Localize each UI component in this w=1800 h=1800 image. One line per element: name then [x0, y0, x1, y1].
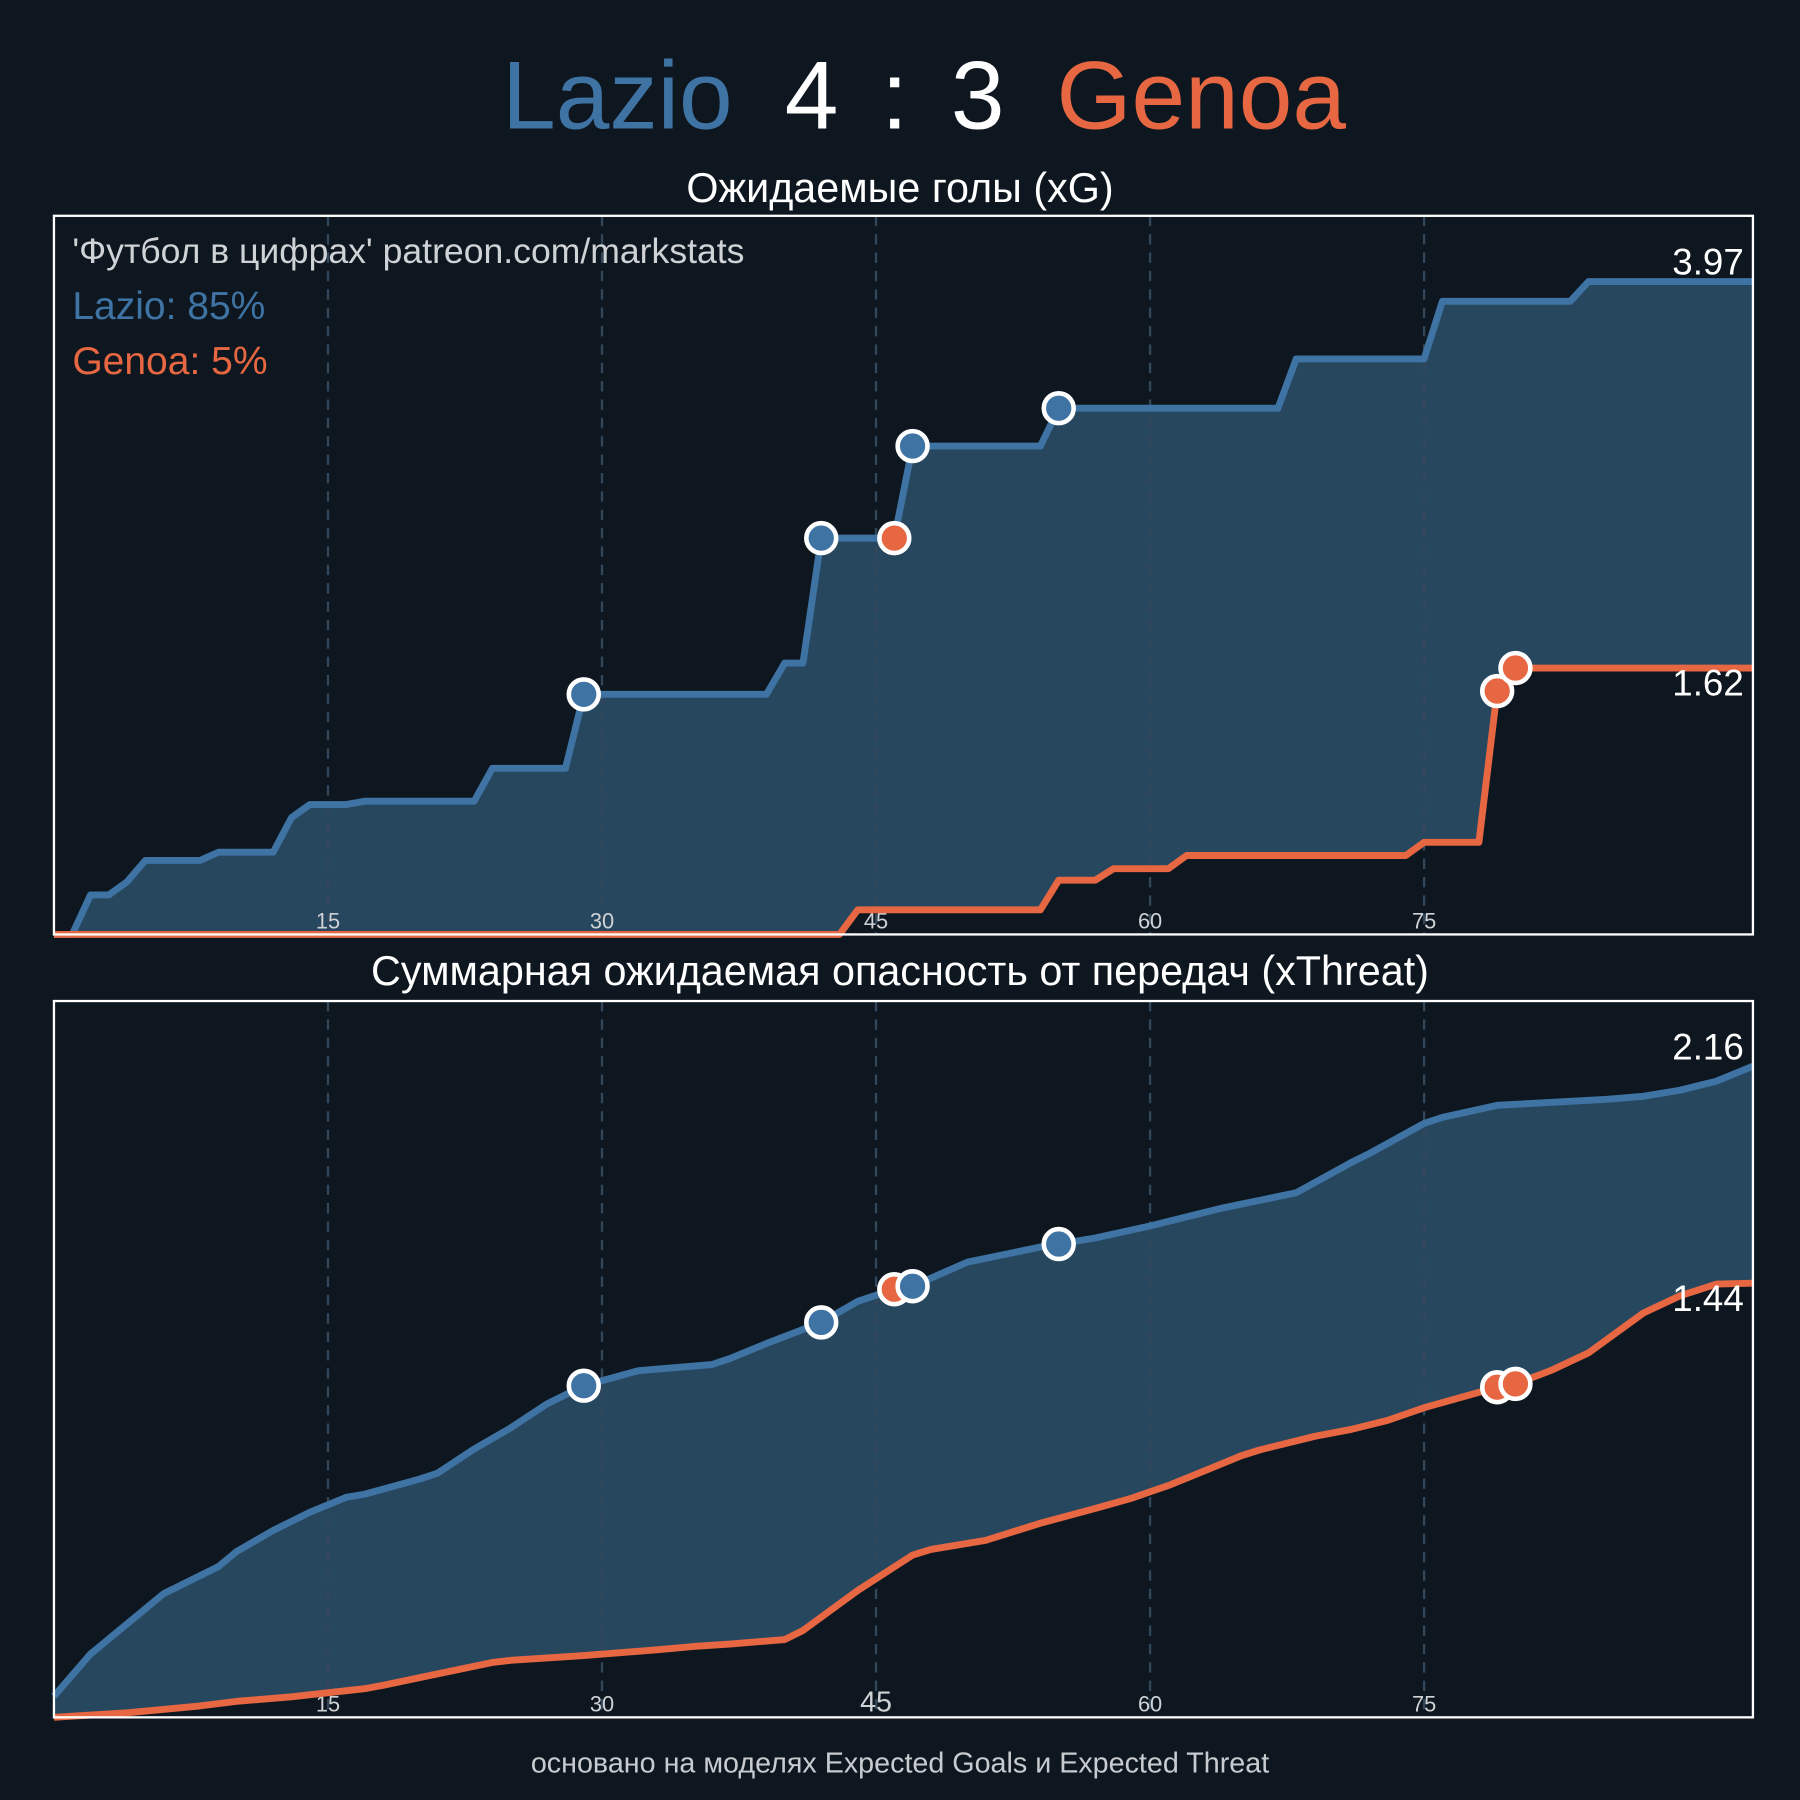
- goal-marker-lazio: [1041, 390, 1076, 426]
- area-between-series: [53, 281, 1753, 935]
- final-value-genoa: 1.44: [1672, 1278, 1743, 1319]
- xg-chart-title: Ожидаемые голы (xG): [686, 165, 1113, 211]
- x-tick-label: 30: [590, 909, 614, 934]
- series-line-genoa: [53, 664, 1753, 938]
- home-team: Lazio: [502, 43, 732, 150]
- goal-marker-genoa: [1479, 673, 1515, 709]
- watermark: 'Футбол в цифрах' patreon.com/markstats: [72, 231, 744, 271]
- x-tick-label: 30: [590, 1692, 614, 1717]
- area-between-series: [53, 1066, 1753, 1718]
- goal-marker-lazio: [566, 677, 601, 712]
- away-team: Genoa: [1057, 43, 1347, 150]
- goal-marker-lazio: [895, 428, 930, 464]
- goal-marker-lazio: [804, 520, 839, 556]
- final-value-lazio: 2.16: [1672, 1026, 1743, 1067]
- away-score: 3: [951, 43, 1005, 150]
- goal-marker-lazio: [566, 1368, 601, 1403]
- goal-marker-genoa: [1498, 1366, 1533, 1402]
- match-title: Lazio 4 : 3 Genoa: [502, 43, 1346, 150]
- footer-note: основано на моделях Expected Goals и Exp…: [531, 1747, 1269, 1779]
- final-value-genoa: 1.62: [1672, 663, 1743, 704]
- plot-frame: [52, 999, 1755, 1719]
- x-tick-label: 75: [1412, 909, 1436, 934]
- goal-marker-lazio: [895, 1269, 930, 1304]
- home-win-probability: Lazio: 85%: [72, 285, 265, 328]
- score-separator: :: [881, 43, 908, 150]
- series-line-lazio: [51, 1062, 1755, 1699]
- x-tick-label: 60: [1138, 909, 1162, 934]
- goal-marker-lazio: [804, 1305, 839, 1340]
- x-tick-label: 75: [1412, 1692, 1436, 1717]
- x-tick-label: 45: [860, 1687, 892, 1719]
- plot-frame: [52, 214, 1755, 936]
- x-tick-label: 60: [1138, 1692, 1162, 1717]
- x-tick-label: 15: [316, 909, 340, 934]
- goal-marker-lazio: [1041, 1226, 1076, 1262]
- home-score: 4: [785, 43, 839, 150]
- final-value-lazio: 3.97: [1672, 242, 1743, 283]
- xthreat-chart-title: Суммарная ожидаемая опасность от передач…: [371, 948, 1429, 994]
- goal-marker-genoa: [1498, 650, 1533, 686]
- goal-marker-genoa: [877, 520, 912, 556]
- xg-chart: 15 30 45 60 753.971.62: [52, 214, 1755, 938]
- xthreat-chart: 15 30 45 60 752.161.44: [51, 999, 1755, 1721]
- away-win-probability: Genoa: 5%: [72, 340, 267, 383]
- series-line-lazio: [53, 278, 1753, 938]
